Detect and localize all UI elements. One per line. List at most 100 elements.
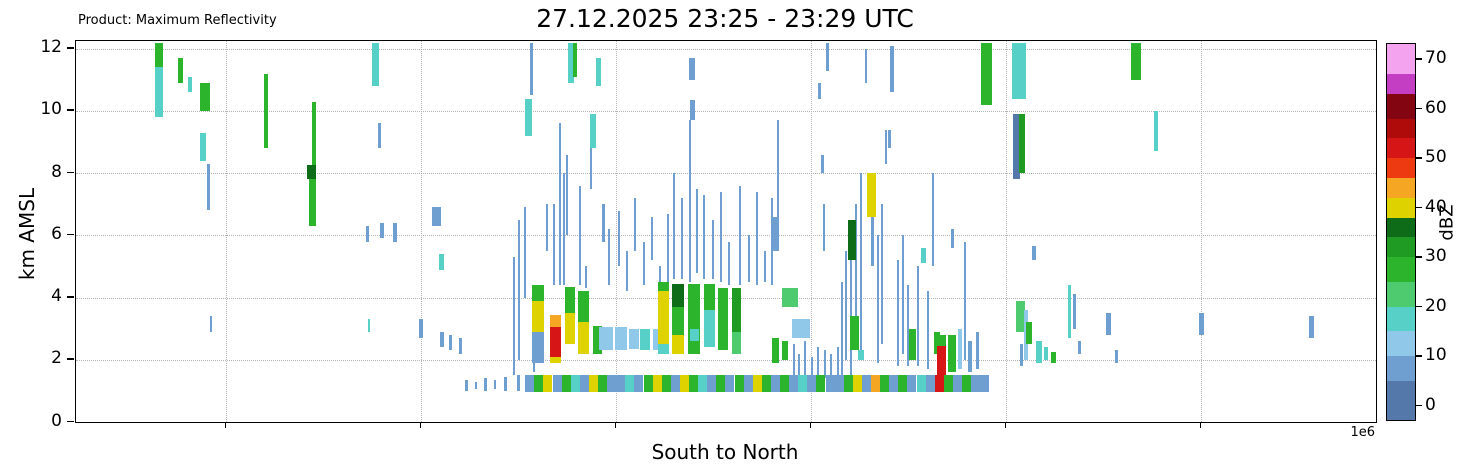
echo-cell <box>572 42 577 77</box>
echo-cell <box>844 250 847 360</box>
echo-cell <box>439 331 444 348</box>
echo-cell <box>650 216 653 261</box>
echo-cell <box>818 82 822 99</box>
colorbar-tick-mark <box>1416 206 1422 209</box>
echo-cell <box>1012 42 1027 99</box>
echo-cell <box>503 376 507 391</box>
echo-cell <box>962 375 971 393</box>
y-tick-label: 12 <box>40 37 62 58</box>
colorbar-tick-label: 60 <box>1425 97 1447 118</box>
colorbar <box>1386 43 1416 421</box>
colorbar-segment <box>1387 138 1415 159</box>
echo-cell <box>371 42 379 87</box>
y-tick-mark <box>67 171 74 174</box>
echo-cell <box>980 375 990 393</box>
echo-cell <box>867 173 877 217</box>
y-tick-label: 6 <box>51 223 62 244</box>
echo-cell <box>909 328 917 360</box>
echo-cell <box>1078 341 1082 354</box>
echo-cell <box>1019 344 1023 366</box>
echo-cell <box>880 375 890 393</box>
colorbar-segment <box>1387 197 1415 218</box>
echo-cell <box>797 353 800 379</box>
v-gridline <box>225 41 227 422</box>
echo-cell <box>734 375 744 393</box>
echo-cell <box>951 229 955 248</box>
colorbar-gradient <box>1387 44 1415 421</box>
echo-cell <box>565 313 575 345</box>
x-tick-mark <box>614 422 616 428</box>
echo-cell <box>850 316 860 351</box>
y-tick-mark <box>67 233 74 236</box>
echo-cell <box>155 42 164 68</box>
echo-cell <box>865 48 868 83</box>
echo-cell <box>958 328 962 370</box>
echo-cell <box>1013 114 1021 180</box>
echo-cell <box>634 375 644 393</box>
echo-cell <box>771 338 779 363</box>
echo-cell <box>513 257 516 376</box>
x-tick-mark <box>809 422 811 428</box>
echo-cell <box>680 198 683 279</box>
echo-cell <box>562 173 565 286</box>
h-gridline <box>76 110 1376 112</box>
echo-cell <box>871 375 880 393</box>
echo-cell <box>579 375 589 393</box>
echo-cell <box>825 42 829 71</box>
colorbar-segment <box>1387 177 1415 198</box>
echo-cell <box>652 375 662 393</box>
echo-cell <box>525 375 535 393</box>
echo-cell <box>464 380 468 391</box>
echo-cell <box>1154 110 1159 152</box>
colorbar-tick-label: 50 <box>1425 147 1447 168</box>
h-gridline <box>76 173 1376 175</box>
echo-cell <box>884 129 887 164</box>
echo-cell <box>309 179 317 227</box>
echo-cell <box>393 222 398 242</box>
echo-cell <box>968 341 973 373</box>
echo-cell <box>534 375 544 393</box>
echo-cell <box>817 347 820 382</box>
echo-cell <box>781 288 798 307</box>
echo-layer <box>76 41 1376 422</box>
echo-cell <box>703 283 715 311</box>
echo-cell <box>584 266 587 289</box>
colorbar-segment <box>1387 236 1415 258</box>
echo-cell <box>210 316 213 332</box>
echo-cell <box>798 375 808 393</box>
colorbar-segment <box>1387 355 1415 381</box>
echo-cell <box>743 375 753 393</box>
echo-cell <box>614 327 627 351</box>
echo-cell <box>752 375 762 393</box>
echo-cell <box>852 375 862 393</box>
colorbar-tick-label: 40 <box>1425 196 1447 217</box>
echo-cell <box>602 204 606 242</box>
echo-cell <box>731 288 741 332</box>
echo-cell <box>590 114 597 149</box>
echo-cell <box>840 282 843 376</box>
colorbar-segment <box>1387 44 1415 75</box>
echo-cell <box>565 286 575 314</box>
echo-cell <box>529 42 533 96</box>
echo-cell <box>419 319 424 339</box>
echo-cell <box>673 173 675 279</box>
y-tick-label: 10 <box>40 99 62 120</box>
x-tick-mark <box>1199 422 1201 428</box>
echo-cell <box>558 123 561 286</box>
echo-cell <box>579 185 582 286</box>
echo-cell <box>484 378 487 391</box>
echo-cell <box>1072 294 1076 329</box>
echo-cell <box>628 328 639 349</box>
echo-cell <box>1131 42 1142 80</box>
echo-cell <box>804 341 807 382</box>
echo-cell <box>870 216 874 267</box>
x-offset-label: 1e6 <box>1350 425 1375 440</box>
h-gridline <box>76 235 1376 237</box>
echo-cell <box>666 213 669 283</box>
y-tick-label: 8 <box>51 161 62 182</box>
v-gridline <box>1005 41 1007 422</box>
echo-cell <box>545 204 548 251</box>
echo-cell <box>670 375 680 393</box>
echo-cell <box>764 250 766 283</box>
echo-cell <box>671 283 684 307</box>
